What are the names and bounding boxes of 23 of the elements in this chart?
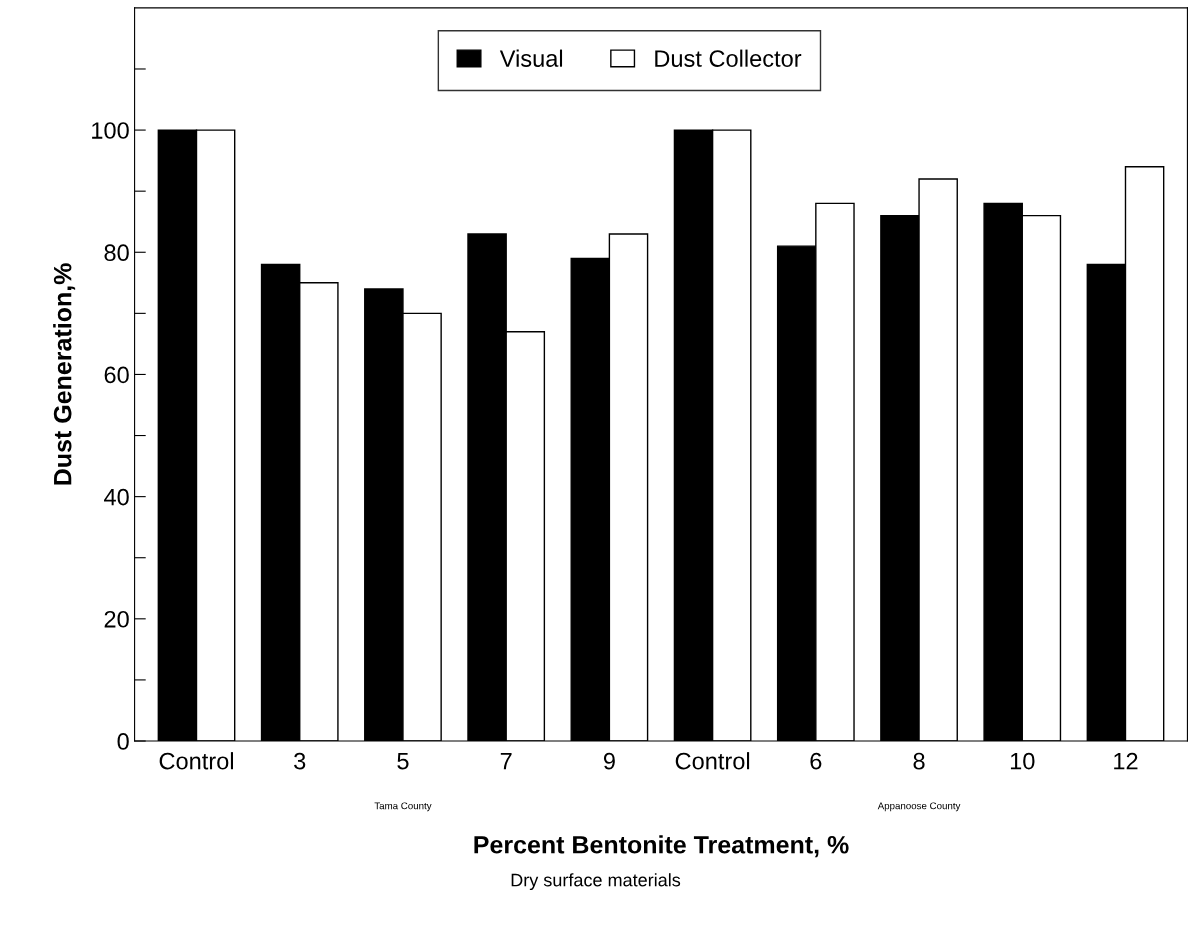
x-tick-label: Control [675, 752, 750, 770]
x-tick-label: Control [159, 752, 233, 770]
y-tick-label: 20 [104, 610, 129, 628]
y-axis-title: Dust Generation,% [53, 263, 76, 485]
y-tick-label: 80 [104, 244, 129, 262]
legend-label: Dust Collector [655, 49, 802, 67]
x-axis-title: Percent Bentonite Treatment, % [474, 835, 849, 858]
y-tick-label: 100 [92, 122, 129, 139]
x-tick-label: 12 [1114, 752, 1138, 770]
text: Tama County [374, 802, 432, 812]
y-tick-label: 40 [104, 488, 129, 506]
x-tick-label: 3 [294, 752, 306, 770]
legend-label: Visual [499, 49, 563, 67]
x-tick-label: 5 [397, 752, 409, 770]
y-tick-label: 60 [104, 366, 129, 384]
text: Dry surface materials [511, 873, 681, 891]
text: Appanoose County [877, 802, 961, 812]
x-tick-label: 9 [603, 752, 615, 770]
x-tick-label: 10 [1010, 752, 1035, 770]
x-tick-label: 7 [500, 752, 512, 770]
x-tick-label: 8 [913, 752, 925, 770]
x-tick-label: 6 [810, 752, 822, 770]
y-tick-label: 0 [117, 733, 129, 750]
